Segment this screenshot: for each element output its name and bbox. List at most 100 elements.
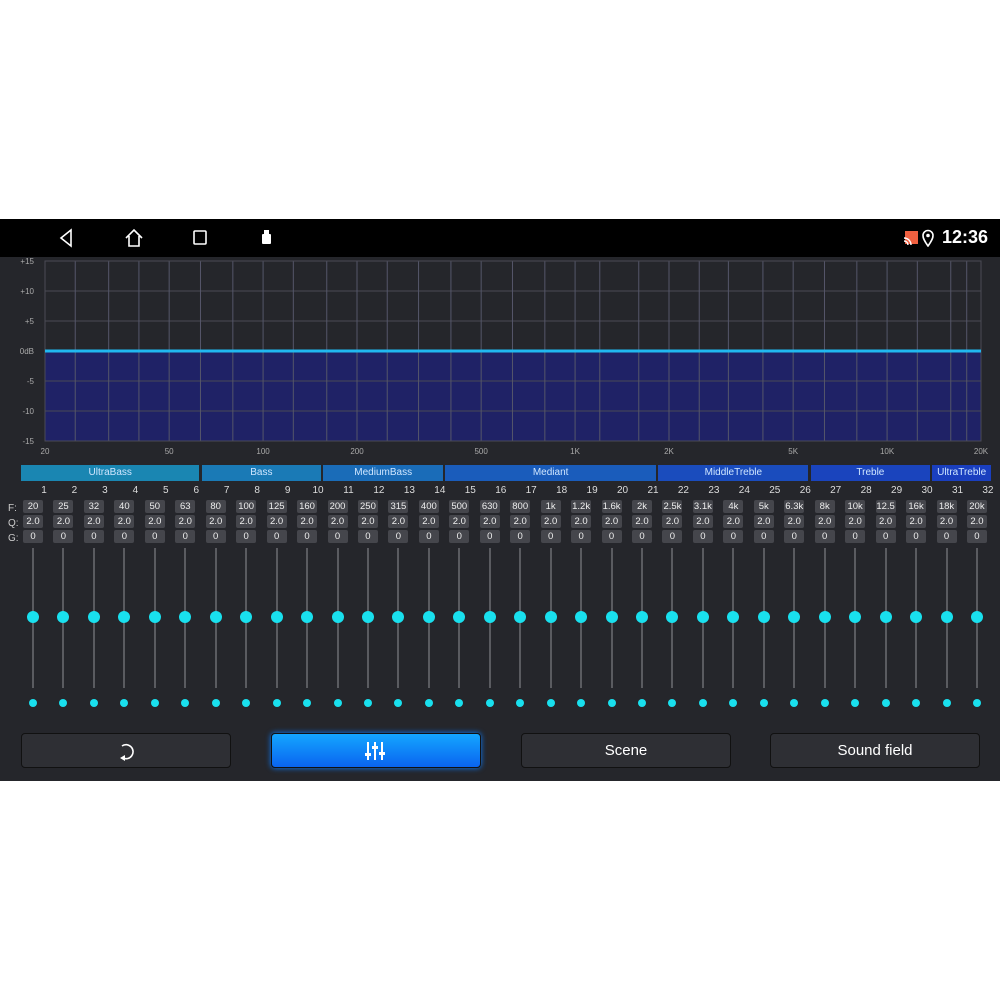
q-field[interactable]: 2.0 xyxy=(936,515,957,528)
gain-slider-knob[interactable] xyxy=(361,611,374,623)
gain-slider-knob[interactable] xyxy=(240,611,253,623)
gain-field[interactable]: 0 xyxy=(875,530,896,543)
gain-slider-knob[interactable] xyxy=(57,611,70,623)
gain-field[interactable]: 0 xyxy=(23,530,43,543)
q-field[interactable]: 2.0 xyxy=(601,515,622,528)
gain-slider-knob[interactable] xyxy=(209,611,222,623)
frequency-field[interactable]: 4k xyxy=(723,500,744,513)
gain-field[interactable]: 0 xyxy=(449,530,470,543)
q-field[interactable]: 2.0 xyxy=(540,515,561,528)
q-field[interactable]: 2.0 xyxy=(266,515,287,528)
q-field[interactable]: 2.0 xyxy=(83,515,104,528)
q-field[interactable]: 2.0 xyxy=(144,515,165,528)
frequency-field[interactable]: 3.1k xyxy=(692,500,713,513)
gain-slider-knob[interactable] xyxy=(270,611,283,623)
frequency-field[interactable]: 1.2k xyxy=(571,500,592,513)
gain-field[interactable]: 0 xyxy=(571,530,592,543)
gain-slider-knob[interactable] xyxy=(636,611,648,623)
gain-slider-knob[interactable] xyxy=(514,611,527,623)
frequency-field[interactable]: 2k xyxy=(632,500,652,513)
gain-slider-knob[interactable] xyxy=(483,611,496,623)
frequency-field[interactable]: 400 xyxy=(418,500,439,513)
gain-slider-knob[interactable] xyxy=(940,611,953,623)
frequency-field[interactable]: 125 xyxy=(266,500,287,513)
recents-icon[interactable] xyxy=(192,228,208,248)
gain-field[interactable]: 0 xyxy=(236,530,257,543)
q-field[interactable]: 2.0 xyxy=(236,515,257,528)
gain-slider-knob[interactable] xyxy=(788,611,801,623)
frequency-field[interactable]: 50 xyxy=(144,500,165,513)
q-field[interactable]: 2.0 xyxy=(814,515,835,528)
gain-slider-knob[interactable] xyxy=(544,611,557,623)
frequency-field[interactable]: 2.5k xyxy=(662,500,683,513)
frequency-field[interactable]: 200 xyxy=(327,500,348,513)
frequency-field[interactable]: 20 xyxy=(23,500,43,513)
frequency-field[interactable]: 32 xyxy=(83,500,104,513)
gain-field[interactable]: 0 xyxy=(175,530,196,543)
gain-field[interactable]: 0 xyxy=(357,530,378,543)
gain-field[interactable]: 0 xyxy=(966,530,987,543)
frequency-field[interactable]: 80 xyxy=(205,500,226,513)
gain-slider-knob[interactable] xyxy=(422,611,435,623)
gain-field[interactable]: 0 xyxy=(692,530,713,543)
eq-button[interactable] xyxy=(271,733,481,768)
gain-field[interactable]: 0 xyxy=(632,530,652,543)
gain-slider-knob[interactable] xyxy=(331,611,344,623)
frequency-field[interactable]: 160 xyxy=(297,500,318,513)
frequency-field[interactable]: 8k xyxy=(814,500,835,513)
gain-slider-knob[interactable] xyxy=(27,611,39,623)
gain-field[interactable]: 0 xyxy=(753,530,774,543)
gain-field[interactable]: 0 xyxy=(418,530,439,543)
gain-slider-knob[interactable] xyxy=(392,611,405,623)
q-field[interactable]: 2.0 xyxy=(510,515,531,528)
q-field[interactable]: 2.0 xyxy=(753,515,774,528)
gain-field[interactable]: 0 xyxy=(540,530,561,543)
q-field[interactable]: 2.0 xyxy=(388,515,409,528)
q-field[interactable]: 2.0 xyxy=(357,515,378,528)
gain-slider-knob[interactable] xyxy=(453,611,466,623)
frequency-field[interactable]: 1.6k xyxy=(601,500,622,513)
gain-slider-knob[interactable] xyxy=(179,611,192,623)
q-field[interactable]: 2.0 xyxy=(418,515,439,528)
q-field[interactable]: 2.0 xyxy=(845,515,866,528)
gain-field[interactable]: 0 xyxy=(601,530,622,543)
gain-field[interactable]: 0 xyxy=(83,530,104,543)
gain-field[interactable]: 0 xyxy=(510,530,531,543)
q-field[interactable]: 2.0 xyxy=(723,515,744,528)
gain-slider-knob[interactable] xyxy=(118,611,131,623)
gain-slider-knob[interactable] xyxy=(301,611,314,623)
gain-field[interactable]: 0 xyxy=(114,530,135,543)
gain-field[interactable]: 0 xyxy=(479,530,500,543)
gain-field[interactable]: 0 xyxy=(297,530,318,543)
frequency-field[interactable]: 630 xyxy=(479,500,500,513)
reset-button[interactable] xyxy=(21,733,231,768)
q-field[interactable]: 2.0 xyxy=(875,515,896,528)
gain-slider-knob[interactable] xyxy=(666,611,679,623)
frequency-field[interactable]: 40 xyxy=(114,500,135,513)
frequency-field[interactable]: 18k xyxy=(936,500,957,513)
gain-slider-knob[interactable] xyxy=(879,611,892,623)
q-field[interactable]: 2.0 xyxy=(906,515,927,528)
gain-field[interactable]: 0 xyxy=(53,530,74,543)
gain-field[interactable]: 0 xyxy=(266,530,287,543)
gain-slider-knob[interactable] xyxy=(148,611,161,623)
gain-slider-knob[interactable] xyxy=(87,611,100,623)
q-field[interactable]: 2.0 xyxy=(662,515,683,528)
gain-slider-knob[interactable] xyxy=(757,611,770,623)
frequency-field[interactable]: 16k xyxy=(906,500,927,513)
gain-field[interactable]: 0 xyxy=(784,530,805,543)
gain-field[interactable]: 0 xyxy=(814,530,835,543)
gain-field[interactable]: 0 xyxy=(205,530,226,543)
gain-slider-knob[interactable] xyxy=(575,611,588,623)
sound-field-button[interactable]: Sound field xyxy=(770,733,980,768)
gain-field[interactable]: 0 xyxy=(327,530,348,543)
q-field[interactable]: 2.0 xyxy=(692,515,713,528)
gain-slider-knob[interactable] xyxy=(696,611,709,623)
back-icon[interactable] xyxy=(58,228,74,248)
frequency-field[interactable]: 500 xyxy=(449,500,470,513)
frequency-field[interactable]: 250 xyxy=(357,500,378,513)
q-field[interactable]: 2.0 xyxy=(479,515,500,528)
q-field[interactable]: 2.0 xyxy=(966,515,987,528)
q-field[interactable]: 2.0 xyxy=(175,515,196,528)
gain-slider-knob[interactable] xyxy=(910,611,923,623)
